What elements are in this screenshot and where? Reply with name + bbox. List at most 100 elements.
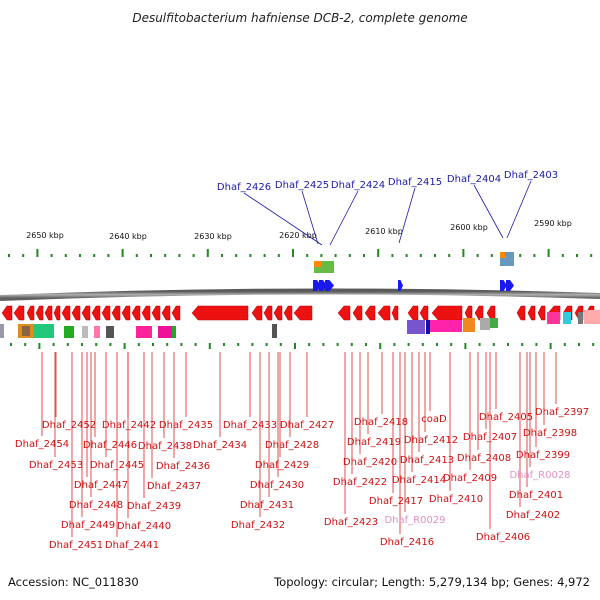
top-leader-line [506, 180, 532, 239]
reverse-gene-arrow [35, 305, 44, 321]
bottom-gene-label: Dhaf_2437 [147, 481, 201, 492]
top-tick [178, 254, 181, 257]
top-tick [221, 254, 223, 257]
annotation-block [463, 318, 475, 332]
annotation-block [94, 326, 100, 338]
bottom-tick [208, 343, 211, 349]
top-tick [348, 254, 351, 257]
top-tick [22, 254, 25, 257]
bottom-gene-label: Dhaf_2446 [83, 440, 137, 451]
top-tick [320, 254, 323, 257]
bottom-tick [166, 343, 169, 346]
bottom-label-leaders [41, 352, 557, 537]
reverse-gene-arrow [53, 305, 61, 321]
top-tick [150, 254, 152, 257]
bottom-gene-label: Dhaf_2445 [90, 460, 144, 471]
bottom-gene-label: Dhaf_2436 [156, 461, 210, 472]
scale-label: 2600 kbp [450, 223, 488, 232]
reverse-gene-arrow [474, 305, 484, 321]
bottom-gene-label: Dhaf_2430 [250, 480, 304, 491]
bottom-gene-label: Dhaf_2453 [29, 460, 83, 471]
genome-backbone [0, 288, 600, 301]
annotation-block [64, 326, 74, 338]
reverse-gene-arrow [61, 305, 71, 321]
top-label-leaders [243, 180, 532, 246]
annotation-block [172, 326, 176, 338]
bottom-gene-label: Dhaf_2433 [223, 420, 277, 431]
annotation-block [547, 312, 560, 324]
top-tick [519, 254, 522, 257]
bottom-tick [563, 343, 566, 346]
bottom-tick [464, 343, 467, 349]
reverse-gene-arrow [13, 305, 25, 321]
annotation-block [106, 326, 114, 338]
reverse-gene-arrow [352, 305, 363, 321]
bottom-gene-label: Dhaf_2451 [49, 540, 103, 551]
annotation-block [584, 310, 600, 324]
top-gene-label: Dhaf_2403 [504, 170, 558, 181]
top-tick [235, 254, 238, 257]
top-tick [334, 254, 337, 257]
top-tick [377, 249, 380, 257]
forward-gene-arrow [506, 280, 514, 291]
top-gene-label: Dhaf_2424 [331, 180, 385, 191]
forward-gene-arrow [325, 280, 334, 291]
scale-ticks [8, 249, 595, 349]
top-tick [292, 249, 294, 257]
bottom-gene-label: Dhaf_2422 [333, 477, 387, 488]
reverse-gene-arrow [464, 305, 473, 321]
reverse-gene-arrow [81, 305, 91, 321]
bottom-tick [180, 343, 183, 346]
reverse-gene-arrow [337, 305, 351, 321]
reverse-gene-arrow [171, 305, 181, 321]
bottom-gene-label: Dhaf_2417 [369, 496, 423, 507]
bottom-tick [152, 343, 154, 346]
forward-gene-arrow [398, 280, 403, 291]
annotation-block [272, 324, 277, 338]
reverse-gene-arrow [131, 305, 141, 321]
scale-label: 2640 kbp [109, 232, 147, 241]
scale-label: 2620 kbp [279, 231, 317, 240]
bottom-gene-label: Dhaf_2441 [105, 540, 159, 551]
bottom-gene-label: Dhaf_2416 [380, 537, 434, 548]
bottom-gene-label: Dhaf_2429 [255, 460, 309, 471]
bottom-gene-label: Dhaf_2431 [240, 500, 294, 511]
bottom-tick [223, 343, 225, 346]
annotation-block [82, 326, 88, 338]
bottom-tick [450, 343, 453, 346]
top-tick [533, 254, 536, 257]
bottom-tick [194, 343, 197, 346]
bottom-gene-labels: Dhaf_2454Dhaf_2452Dhaf_2453Dhaf_2446Dhaf… [15, 407, 589, 551]
top-tick [93, 254, 96, 257]
top-tick [391, 254, 394, 257]
top-gene-label: Dhaf_2404 [447, 174, 501, 185]
top-tick [249, 254, 252, 257]
reverse-gene-arrow [283, 305, 293, 321]
top-tick [590, 254, 593, 257]
bottom-gene-label: Dhaf_2439 [127, 501, 181, 512]
top-tick [448, 254, 451, 257]
reverse-gene-arrow [527, 305, 536, 321]
reverse-gene-arrow [151, 305, 161, 321]
top-tick [561, 254, 564, 257]
top-tick [306, 254, 309, 257]
bottom-gene-label: Dhaf_2397 [535, 407, 589, 418]
top-tick [135, 254, 138, 257]
top-tick [363, 254, 365, 257]
genome-summary-text: Topology: circular; Length: 5,279,134 bp… [273, 575, 590, 589]
bottom-gene-label: Dhaf_2413 [400, 455, 454, 466]
top-tick [576, 254, 578, 257]
reverse-gene-arrow [71, 305, 81, 321]
bottom-gene-label: Dhaf_2405 [479, 412, 533, 423]
reverse-gene-arrow [364, 305, 376, 321]
bottom-gene-label: Dhaf_2402 [506, 510, 560, 521]
bottom-gene-label: Dhaf_2428 [265, 440, 319, 451]
reverse-gene-arrow [1, 305, 13, 321]
bottom-tick [52, 343, 55, 346]
scale-labels: 2650 kbp 2640 kbp 2630 kbp 2620 kbp 2610 kbp… [26, 219, 572, 241]
bottom-gene-label: Dhaf_2414 [392, 475, 446, 486]
reverse-gene-arrow [26, 305, 35, 321]
bottom-tick [237, 343, 240, 346]
bottom-gene-label: Dhaf_R0029 [384, 515, 445, 526]
